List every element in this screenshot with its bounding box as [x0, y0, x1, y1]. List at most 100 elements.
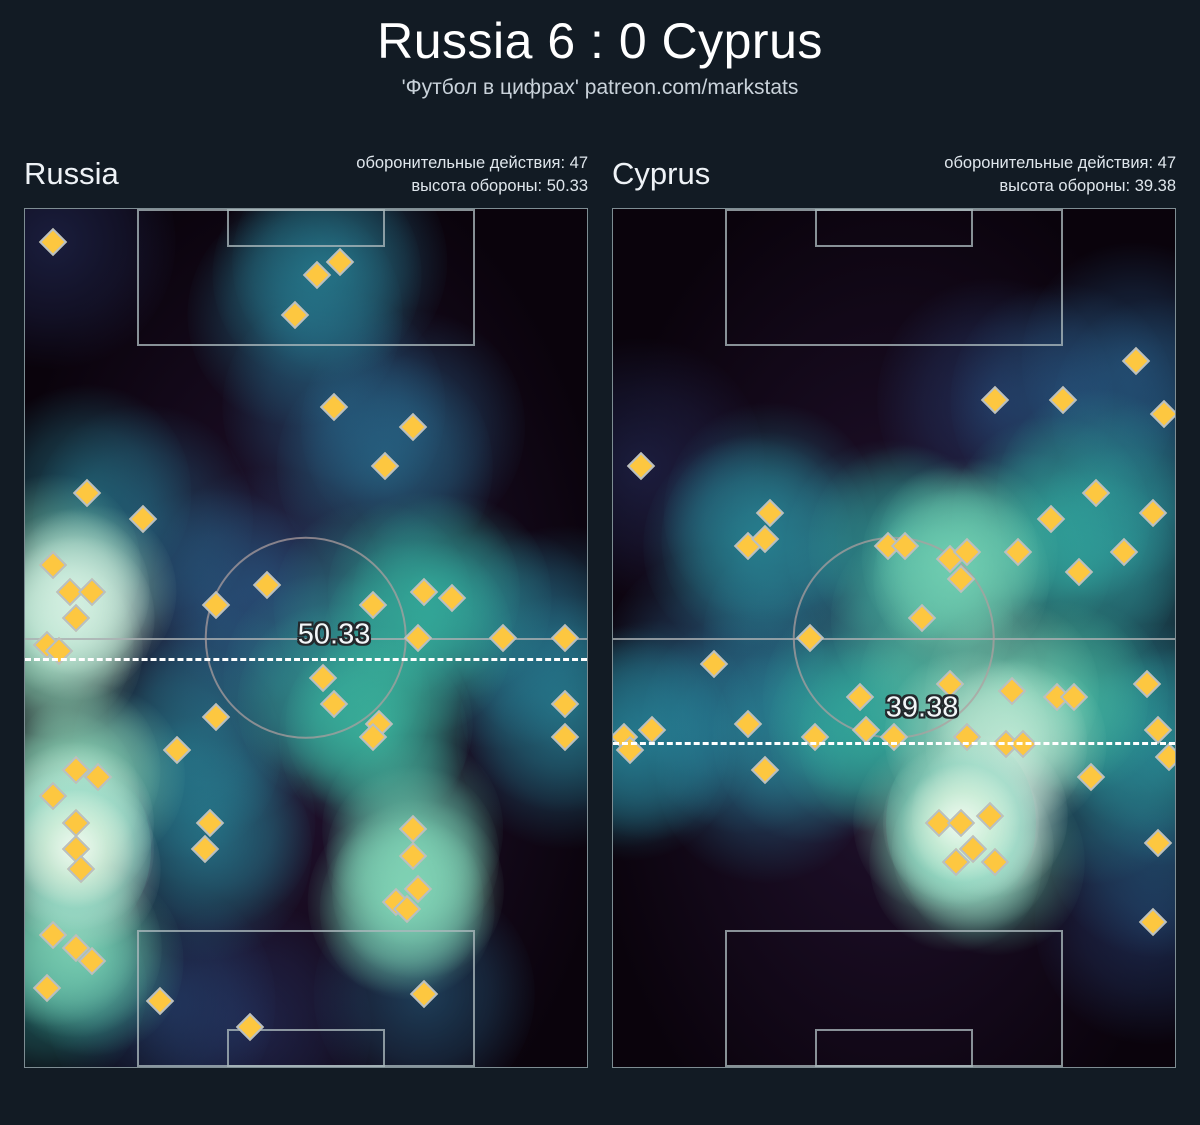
action-marker [1143, 716, 1173, 745]
defensive-actions-russia: оборонительные действия: 47 [356, 154, 588, 172]
heat-blob [212, 209, 422, 385]
action-marker [409, 980, 439, 1009]
action-marker [1110, 538, 1139, 567]
action-marker [72, 478, 101, 507]
action-marker [756, 498, 785, 527]
action-marker [981, 386, 1010, 415]
action-marker [33, 973, 62, 1002]
page-title: Russia 6 : 0 Cyprus [377, 13, 823, 69]
action-marker [1155, 742, 1175, 771]
heat-blob [313, 878, 535, 1067]
action-marker [1076, 762, 1105, 791]
action-marker [1082, 478, 1111, 507]
action-marker [38, 551, 68, 580]
action-marker [851, 716, 881, 745]
goal-box-top [815, 209, 973, 247]
action-marker [303, 260, 332, 290]
action-marker [700, 650, 729, 679]
defensive-height-value-cyprus: 39.38 [885, 691, 959, 724]
defensive-height-line-cyprus [613, 741, 1175, 745]
action-marker [437, 584, 467, 613]
heat-blob [231, 209, 448, 375]
action-marker [1149, 399, 1175, 428]
action-marker [907, 604, 937, 633]
team-stats-cyprus: оборонительные действия: 47 высота оборо… [944, 152, 1176, 199]
action-marker [488, 623, 517, 653]
panel-header-cyprus: Cyprus оборонительные действия: 47 высот… [612, 150, 1176, 208]
action-marker [1138, 907, 1167, 936]
action-marker [1059, 683, 1088, 712]
defensive-height-russia: высота обороны: 50.33 [411, 177, 588, 196]
action-marker [190, 835, 219, 864]
action-marker [947, 808, 976, 837]
action-marker [952, 722, 982, 752]
action-marker [61, 755, 90, 785]
defensive-height-cyprus: высота обороны: 39.38 [999, 177, 1176, 196]
heat-blob [44, 879, 276, 1067]
action-marker [550, 689, 579, 719]
header: Russia 6 : 0 Cyprus 'Футбол в цифрах' pa… [0, 0, 1200, 100]
action-marker [398, 841, 427, 870]
penalty-box-top [725, 209, 1063, 347]
heat-blob [1022, 445, 1175, 660]
action-marker [319, 392, 349, 422]
action-marker [846, 683, 875, 712]
goal-box-top [227, 209, 385, 247]
action-marker [128, 505, 158, 534]
action-marker [162, 736, 191, 765]
action-marker [252, 571, 281, 600]
team-stats-russia: оборонительные действия: 47 высота оборо… [356, 152, 588, 199]
action-marker [550, 623, 579, 653]
action-marker [78, 577, 107, 606]
action-marker [1138, 498, 1167, 527]
action-marker [550, 722, 579, 752]
action-marker [201, 703, 231, 732]
panel-header-russia: Russia оборонительные действия: 47 высот… [24, 150, 588, 208]
panel-russia: Russia оборонительные действия: 47 высот… [24, 150, 588, 1068]
action-marker [145, 986, 175, 1016]
action-marker [61, 604, 90, 633]
action-marker [1143, 828, 1173, 857]
action-marker [404, 623, 433, 653]
heat-blob [128, 900, 371, 1067]
action-marker [38, 227, 68, 257]
action-marker [370, 452, 399, 481]
heat-blob [1021, 240, 1175, 481]
action-marker [1003, 538, 1032, 567]
action-marker [325, 247, 354, 276]
pitch-russia: 50.33 [24, 208, 588, 1068]
action-marker [398, 815, 427, 844]
action-marker [409, 577, 439, 606]
action-marker [1065, 557, 1094, 587]
defensive-actions-cyprus: оборонительные действия: 47 [944, 154, 1176, 172]
team-name-russia: Russia [24, 156, 119, 191]
action-marker [750, 755, 779, 785]
heatmap-cyprus [613, 209, 1175, 1067]
team-name-cyprus: Cyprus [612, 156, 711, 191]
action-marker [626, 452, 656, 481]
action-marker [201, 590, 231, 620]
action-marker [1037, 505, 1066, 534]
heat-blob [25, 883, 147, 1067]
action-marker [891, 531, 920, 560]
action-marker [981, 848, 1010, 877]
pitch-cyprus: 39.38 [612, 208, 1176, 1068]
page-subtitle: 'Футбол в цифрах' patreon.com/markstats [401, 76, 799, 99]
action-marker [398, 412, 427, 441]
action-marker [997, 676, 1027, 705]
action-marker [196, 808, 225, 837]
action-marker [38, 782, 68, 811]
penalty-box-bottom [725, 929, 1063, 1067]
action-marker [733, 709, 763, 738]
halfway-line [613, 638, 1175, 640]
action-marker [1121, 346, 1150, 375]
action-marker [280, 300, 309, 329]
action-marker [61, 808, 90, 837]
action-marker [638, 716, 667, 745]
action-marker [235, 1013, 264, 1042]
action-marker [795, 623, 824, 653]
goal-box-bottom [815, 1029, 973, 1067]
action-marker [359, 590, 388, 620]
panel-cyprus: Cyprus оборонительные действия: 47 высот… [612, 150, 1176, 1068]
